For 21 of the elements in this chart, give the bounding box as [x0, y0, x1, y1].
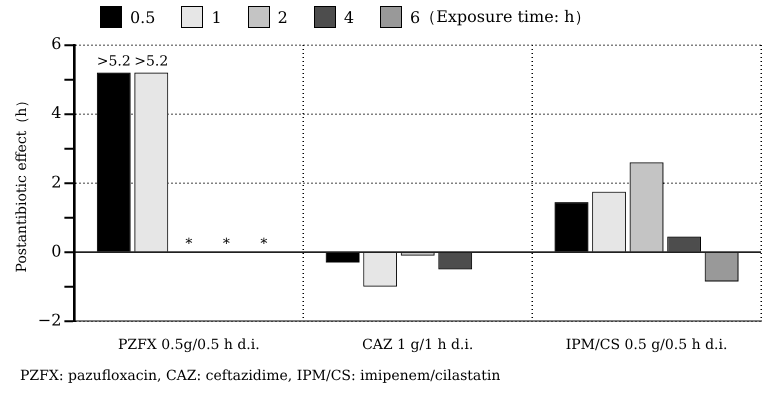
- legend-label: 0.5: [130, 8, 156, 26]
- y-tick-label: 2: [51, 172, 62, 192]
- legend-label: 1: [211, 8, 222, 26]
- text: *: [222, 236, 230, 252]
- text: *: [260, 236, 268, 252]
- y-axis-title: Postantibiotic effect（h）: [14, 94, 30, 273]
- x-tick-label: PZFX 0.5g/0.5 h d.i.: [118, 337, 260, 354]
- legend-label: 6: [410, 8, 420, 26]
- y-tick-label: −2: [38, 310, 62, 330]
- legend-title: （Exposure time: h）: [420, 6, 590, 28]
- y-tick-label: 6: [51, 34, 62, 54]
- y-tick-label: 0: [51, 241, 62, 260]
- legend-label: 2: [278, 8, 288, 26]
- data-label: >5.2: [134, 53, 168, 70]
- text: PZFX: pazufloxacin, CAZ: ceftazidime, IPM/CS: imipenem/cilastatin: [20, 368, 500, 384]
- data-label: >5.2: [96, 53, 131, 70]
- y-tick-label: 4: [51, 103, 62, 122]
- x-tick-label: IPM/CS 0.5 g/0.5 h d.i.: [566, 337, 728, 354]
- text: *: [185, 236, 192, 252]
- legend-label: 4: [344, 8, 354, 26]
- x-tick-label: CAZ 1 g/1 h d.i.: [362, 337, 474, 354]
